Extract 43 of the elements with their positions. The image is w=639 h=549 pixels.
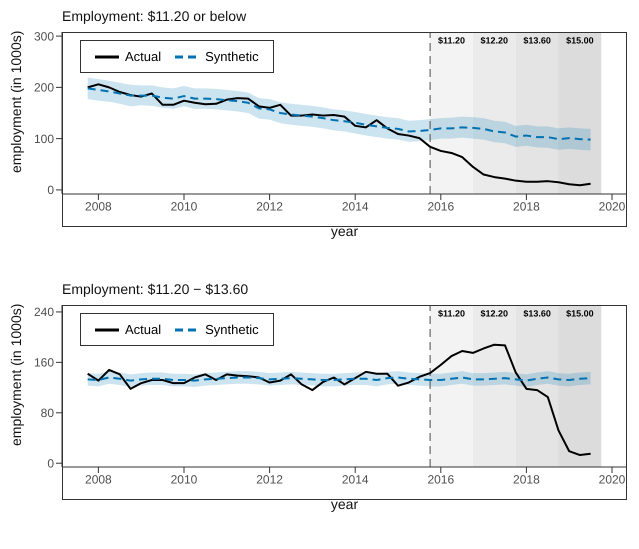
x-tick-label: 2012 [256, 472, 284, 487]
x-tick-label: 2012 [256, 200, 284, 214]
x-tick-label: 2010 [170, 472, 198, 487]
band-label: $12.20 [480, 35, 508, 46]
line-series [86, 87, 592, 141]
y-axis-title: employment (in 1000s) [8, 304, 24, 446]
chart-title: Employment: $11.20 − $13.60 [62, 281, 250, 299]
band-label: $11.20 [438, 35, 466, 46]
line-series [86, 83, 592, 186]
y-tick-label: 0 [47, 183, 54, 198]
band-label: $13.60 [523, 308, 551, 318]
band-label: $11.20 [438, 308, 466, 318]
y-tick-label: 100 [34, 132, 54, 146]
x-tick-label: 2010 [170, 200, 198, 214]
y-tick-label: 200 [34, 80, 54, 95]
y-tick-label: 160 [34, 356, 54, 370]
band-label: $15.00 [566, 35, 594, 46]
legend-label: Synthetic [205, 49, 259, 64]
y-tick-label: 240 [34, 305, 54, 320]
y-tick-label: 0 [47, 456, 54, 470]
x-tick-label: 2020 [598, 472, 626, 487]
legend-label: Synthetic [205, 322, 259, 337]
x-tick-label: 2008 [85, 200, 112, 214]
legend-label: Actual [125, 49, 162, 64]
x-tick-label: 2014 [342, 200, 369, 214]
x-tick-label: 2014 [342, 472, 369, 487]
x-axis-title: year [330, 496, 358, 512]
y-tick-label: 300 [34, 29, 54, 44]
x-tick-label: 2020 [598, 200, 626, 214]
x-tick-label: 2016 [427, 472, 454, 487]
y-axis-title: employment (in 1000s) [8, 30, 24, 173]
band-label: $12.20 [480, 308, 508, 318]
x-tick-label: 2018 [513, 200, 540, 214]
y-tick-label: 80 [40, 406, 54, 420]
band-label: $13.60 [523, 35, 551, 46]
x-axis-title: year [330, 223, 358, 239]
line-series [86, 344, 592, 456]
x-tick-label: 2008 [85, 472, 112, 487]
x-tick-label: 2018 [513, 472, 540, 487]
chart-title: Employment: $11.20 or below [62, 8, 248, 26]
band-label: $15.00 [566, 308, 594, 318]
x-tick-label: 2016 [427, 200, 454, 214]
legend-label: Actual [125, 322, 162, 337]
